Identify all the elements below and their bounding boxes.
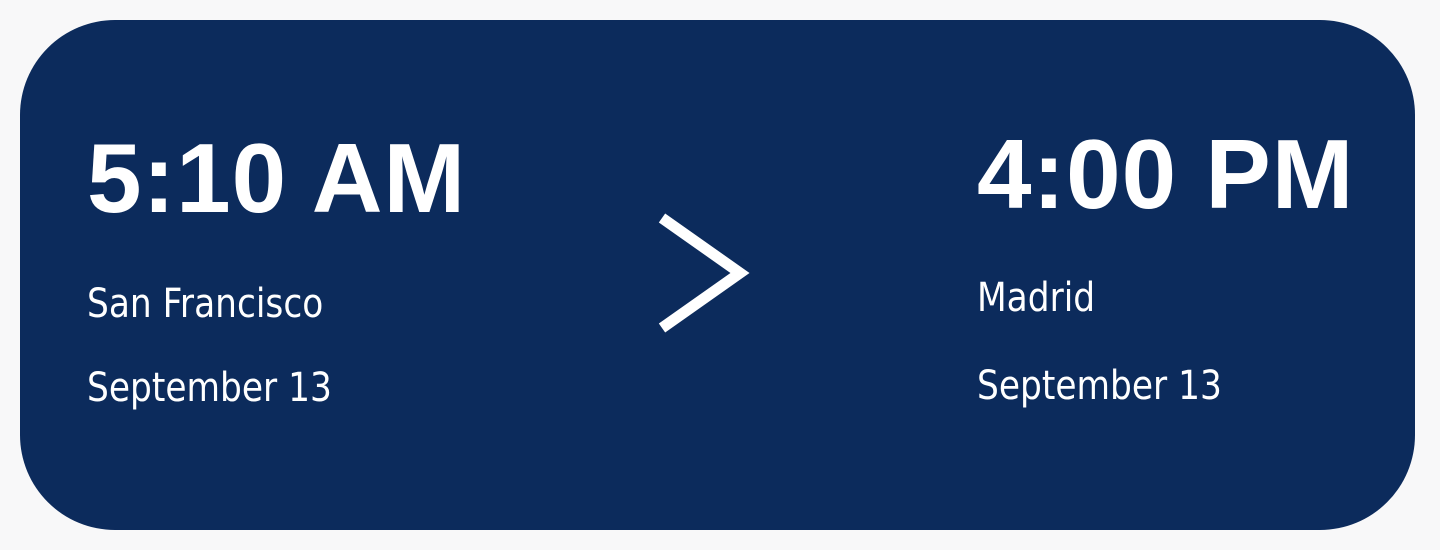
departure-panel: 5:10 AM San Francisco September 13	[87, 128, 466, 412]
departure-time: 5:10 AM	[87, 123, 467, 233]
departure-date: September 13	[87, 365, 332, 411]
arrival-panel: 4:00 PM Madrid September 13	[977, 124, 1354, 410]
arrival-city: Madrid	[977, 275, 1096, 321]
arrival-date: September 13	[977, 363, 1222, 409]
chevron-right-icon	[658, 213, 750, 333]
time-conversion-card: 5:10 AM San Francisco September 13 4:00 …	[20, 20, 1415, 530]
departure-city: San Francisco	[87, 281, 324, 327]
arrival-time: 4:00 PM	[977, 119, 1355, 229]
